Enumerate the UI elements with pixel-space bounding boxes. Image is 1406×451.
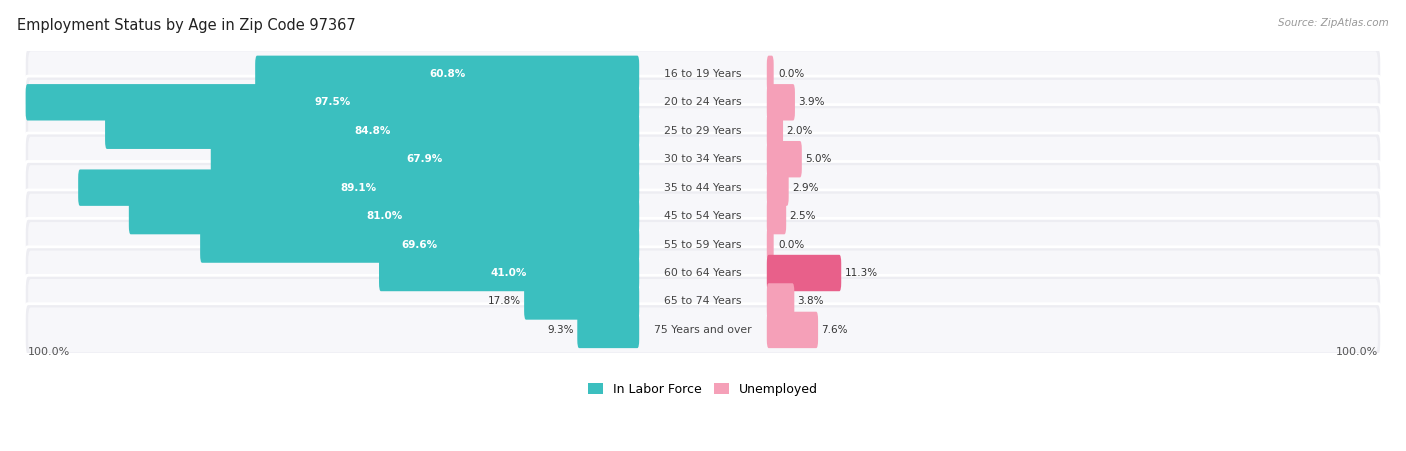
- Text: 41.0%: 41.0%: [491, 268, 527, 278]
- FancyBboxPatch shape: [24, 275, 1382, 327]
- Text: 0.0%: 0.0%: [778, 69, 804, 79]
- FancyBboxPatch shape: [28, 165, 1378, 210]
- Text: 2.5%: 2.5%: [789, 211, 815, 221]
- FancyBboxPatch shape: [24, 218, 1382, 271]
- FancyBboxPatch shape: [105, 113, 640, 149]
- FancyBboxPatch shape: [28, 279, 1378, 324]
- Text: 17.8%: 17.8%: [488, 296, 522, 307]
- FancyBboxPatch shape: [766, 312, 818, 348]
- Text: 3.8%: 3.8%: [797, 296, 824, 307]
- Text: 7.6%: 7.6%: [821, 325, 848, 335]
- Text: Employment Status by Age in Zip Code 97367: Employment Status by Age in Zip Code 973…: [17, 18, 356, 33]
- Text: 16 to 19 Years: 16 to 19 Years: [664, 69, 742, 79]
- FancyBboxPatch shape: [766, 141, 801, 177]
- FancyBboxPatch shape: [578, 312, 640, 348]
- FancyBboxPatch shape: [766, 113, 783, 149]
- FancyBboxPatch shape: [24, 76, 1382, 129]
- Text: 0.0%: 0.0%: [778, 239, 804, 249]
- FancyBboxPatch shape: [24, 105, 1382, 157]
- FancyBboxPatch shape: [24, 304, 1382, 356]
- FancyBboxPatch shape: [24, 247, 1382, 299]
- FancyBboxPatch shape: [766, 55, 773, 92]
- Text: 89.1%: 89.1%: [340, 183, 377, 193]
- FancyBboxPatch shape: [28, 108, 1378, 153]
- FancyBboxPatch shape: [380, 255, 640, 291]
- FancyBboxPatch shape: [28, 308, 1378, 352]
- Text: 35 to 44 Years: 35 to 44 Years: [664, 183, 742, 193]
- FancyBboxPatch shape: [25, 84, 640, 120]
- FancyBboxPatch shape: [200, 226, 640, 263]
- FancyBboxPatch shape: [129, 198, 640, 235]
- FancyBboxPatch shape: [24, 190, 1382, 242]
- FancyBboxPatch shape: [79, 170, 640, 206]
- Text: 67.9%: 67.9%: [406, 154, 443, 164]
- Text: 5.0%: 5.0%: [806, 154, 831, 164]
- Text: 55 to 59 Years: 55 to 59 Years: [664, 239, 742, 249]
- FancyBboxPatch shape: [28, 193, 1378, 239]
- Text: 65 to 74 Years: 65 to 74 Years: [664, 296, 742, 307]
- FancyBboxPatch shape: [24, 133, 1382, 185]
- Text: 11.3%: 11.3%: [845, 268, 877, 278]
- Text: 84.8%: 84.8%: [354, 126, 391, 136]
- Text: 9.3%: 9.3%: [548, 325, 574, 335]
- FancyBboxPatch shape: [28, 251, 1378, 295]
- Text: 2.0%: 2.0%: [786, 126, 813, 136]
- FancyBboxPatch shape: [766, 283, 794, 320]
- FancyBboxPatch shape: [766, 170, 789, 206]
- Text: 45 to 54 Years: 45 to 54 Years: [664, 211, 742, 221]
- Text: 2.9%: 2.9%: [792, 183, 818, 193]
- FancyBboxPatch shape: [766, 226, 773, 263]
- Text: 75 Years and over: 75 Years and over: [654, 325, 752, 335]
- Text: 30 to 34 Years: 30 to 34 Years: [664, 154, 742, 164]
- FancyBboxPatch shape: [28, 222, 1378, 267]
- Text: 20 to 24 Years: 20 to 24 Years: [664, 97, 742, 107]
- FancyBboxPatch shape: [28, 137, 1378, 182]
- FancyBboxPatch shape: [766, 198, 786, 235]
- Text: 97.5%: 97.5%: [315, 97, 350, 107]
- FancyBboxPatch shape: [24, 48, 1382, 100]
- FancyBboxPatch shape: [28, 51, 1378, 97]
- Text: 100.0%: 100.0%: [28, 347, 70, 357]
- Text: 60 to 64 Years: 60 to 64 Years: [664, 268, 742, 278]
- Text: 25 to 29 Years: 25 to 29 Years: [664, 126, 742, 136]
- FancyBboxPatch shape: [24, 161, 1382, 214]
- Text: 81.0%: 81.0%: [366, 211, 402, 221]
- Text: 100.0%: 100.0%: [1336, 347, 1378, 357]
- FancyBboxPatch shape: [524, 283, 640, 320]
- Text: 3.9%: 3.9%: [799, 97, 824, 107]
- FancyBboxPatch shape: [211, 141, 640, 177]
- Text: Source: ZipAtlas.com: Source: ZipAtlas.com: [1278, 18, 1389, 28]
- FancyBboxPatch shape: [28, 80, 1378, 125]
- Text: 69.6%: 69.6%: [402, 239, 437, 249]
- FancyBboxPatch shape: [766, 84, 794, 120]
- Legend: In Labor Force, Unemployed: In Labor Force, Unemployed: [583, 378, 823, 401]
- FancyBboxPatch shape: [254, 55, 640, 92]
- FancyBboxPatch shape: [766, 255, 841, 291]
- Text: 60.8%: 60.8%: [429, 69, 465, 79]
